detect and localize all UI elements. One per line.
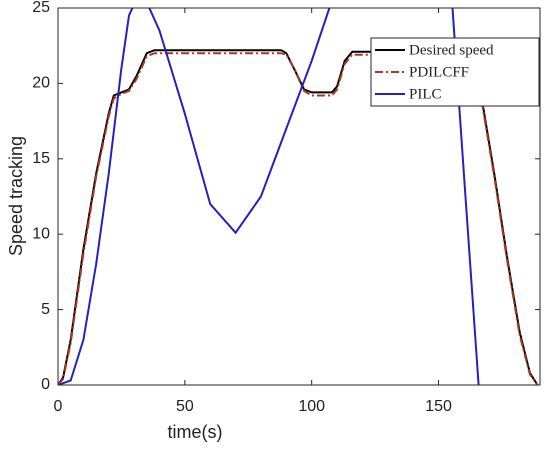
y-tick-label: 0 — [41, 376, 50, 393]
legend-label: PILC — [409, 86, 442, 102]
y-tick-label: 25 — [32, 0, 50, 16]
y-tick-label: 15 — [32, 150, 50, 167]
x-tick-label: 150 — [425, 398, 452, 415]
legend-label: PDILCFF — [409, 64, 469, 80]
x-tick-label: 0 — [54, 398, 63, 415]
x-axis-label: time(s) — [168, 422, 223, 442]
y-axis-label: Speed tracking — [6, 136, 26, 256]
y-tick-label: 20 — [32, 75, 50, 92]
x-tick-label: 100 — [298, 398, 325, 415]
axes-box — [57, 7, 541, 386]
x-tick-label: 50 — [176, 398, 194, 415]
legend-label: Desired speed — [409, 42, 494, 58]
y-tick-label: 5 — [41, 301, 50, 318]
y-tick-label: 10 — [32, 225, 50, 242]
line-series — [58, 8, 480, 385]
